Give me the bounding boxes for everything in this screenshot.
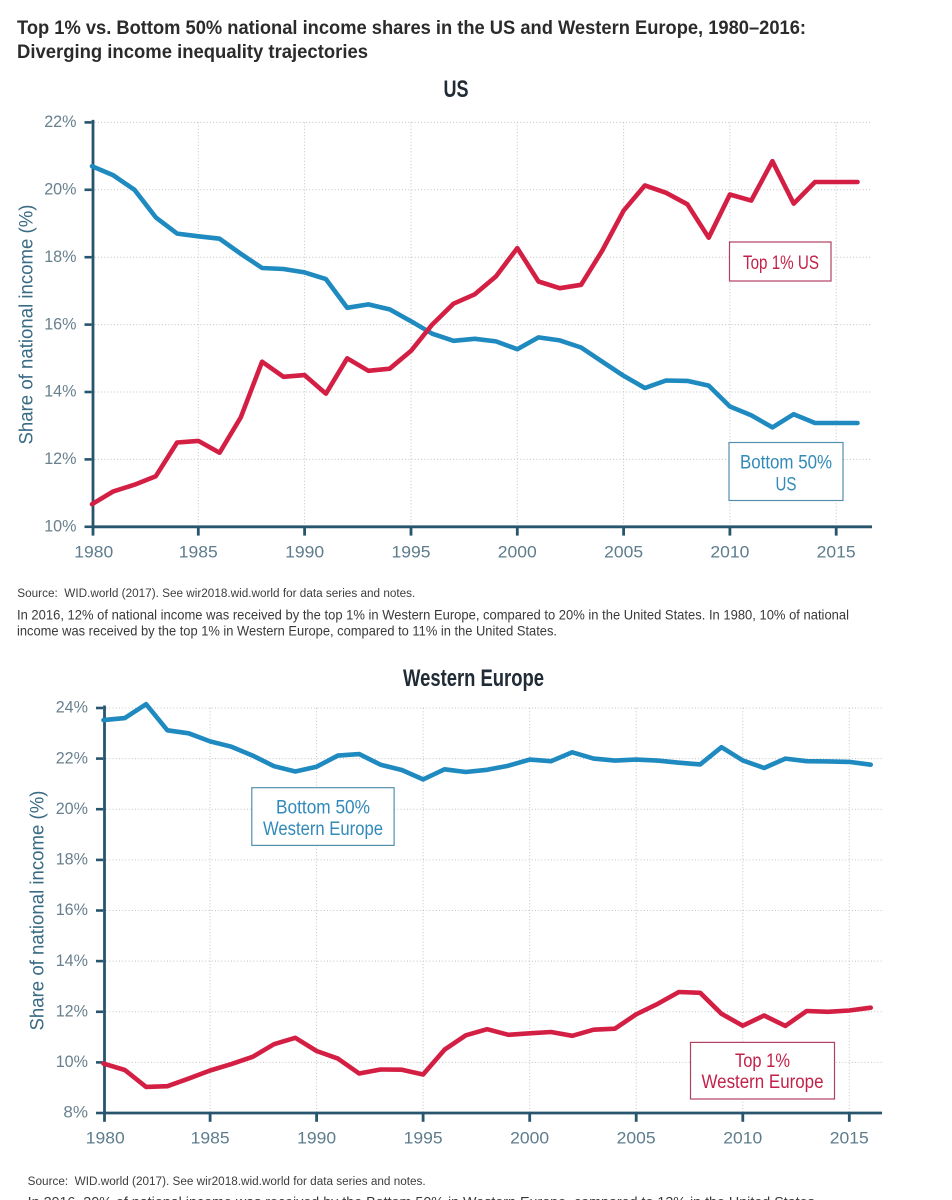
svg-text:20%: 20% bbox=[44, 180, 76, 199]
svg-text:Share of national income (%): Share of national income (%) bbox=[27, 791, 49, 1031]
svg-text:1995: 1995 bbox=[404, 1129, 443, 1148]
svg-text:16%: 16% bbox=[44, 314, 76, 333]
svg-text:18%: 18% bbox=[56, 850, 88, 869]
svg-text:Top 1%: Top 1% bbox=[735, 1050, 790, 1072]
svg-text:income was received by the top: income was received by the top 1% in Wes… bbox=[17, 622, 557, 638]
svg-text:Western Europe: Western Europe bbox=[702, 1071, 824, 1093]
svg-text:In 2016, 12% of national incom: In 2016, 12% of national income was rece… bbox=[17, 606, 849, 622]
svg-text:US: US bbox=[444, 76, 469, 103]
svg-text:Top 1% vs. Bottom 50% national: Top 1% vs. Bottom 50% national income sh… bbox=[17, 17, 806, 39]
svg-text:2005: 2005 bbox=[617, 1129, 656, 1148]
svg-text:2005: 2005 bbox=[604, 542, 643, 561]
svg-text:1980: 1980 bbox=[86, 1129, 125, 1148]
svg-text:16%: 16% bbox=[56, 900, 88, 919]
svg-text:20%: 20% bbox=[56, 799, 88, 818]
svg-text:In 2016, 20% of national incom: In 2016, 20% of national income was rece… bbox=[28, 1193, 819, 1200]
svg-text:12%: 12% bbox=[56, 1002, 88, 1021]
svg-text:Source: WID.world (2017). See: Source: WID.world (2017). See wir2018.wi… bbox=[17, 588, 415, 600]
svg-text:1990: 1990 bbox=[297, 1129, 336, 1148]
svg-text:22%: 22% bbox=[44, 112, 76, 131]
svg-text:2010: 2010 bbox=[710, 542, 749, 561]
svg-text:2010: 2010 bbox=[723, 1129, 762, 1148]
svg-text:Western Europe: Western Europe bbox=[403, 665, 544, 692]
svg-text:10%: 10% bbox=[56, 1052, 88, 1071]
svg-text:22%: 22% bbox=[56, 748, 88, 767]
svg-text:14%: 14% bbox=[44, 382, 76, 401]
svg-text:2000: 2000 bbox=[510, 1129, 549, 1148]
svg-text:10%: 10% bbox=[44, 517, 76, 536]
svg-text:1985: 1985 bbox=[179, 542, 218, 561]
svg-text:14%: 14% bbox=[56, 951, 88, 970]
svg-text:Western Europe: Western Europe bbox=[263, 818, 383, 840]
svg-text:12%: 12% bbox=[44, 449, 76, 468]
svg-text:Bottom 50%: Bottom 50% bbox=[740, 452, 832, 474]
svg-text:Bottom 50%: Bottom 50% bbox=[276, 797, 370, 819]
svg-text:US: US bbox=[776, 474, 797, 496]
svg-text:Top 1% US: Top 1% US bbox=[743, 252, 819, 274]
svg-text:2015: 2015 bbox=[830, 1129, 869, 1148]
svg-text:1985: 1985 bbox=[191, 1129, 230, 1148]
svg-text:1995: 1995 bbox=[392, 542, 431, 561]
svg-text:2000: 2000 bbox=[498, 542, 537, 561]
svg-text:24%: 24% bbox=[56, 698, 88, 717]
svg-text:1990: 1990 bbox=[285, 542, 324, 561]
svg-text:2015: 2015 bbox=[817, 542, 856, 561]
svg-text:Share of national income (%): Share of national income (%) bbox=[16, 205, 38, 445]
svg-text:Diverging income inequality tr: Diverging income inequality trajectories bbox=[17, 41, 368, 63]
svg-text:18%: 18% bbox=[44, 247, 76, 266]
svg-text:1980: 1980 bbox=[74, 542, 113, 561]
svg-text:Source: WID.world (2017). See: Source: WID.world (2017). See wir2018.wi… bbox=[28, 1176, 426, 1188]
svg-text:8%: 8% bbox=[63, 1103, 88, 1122]
